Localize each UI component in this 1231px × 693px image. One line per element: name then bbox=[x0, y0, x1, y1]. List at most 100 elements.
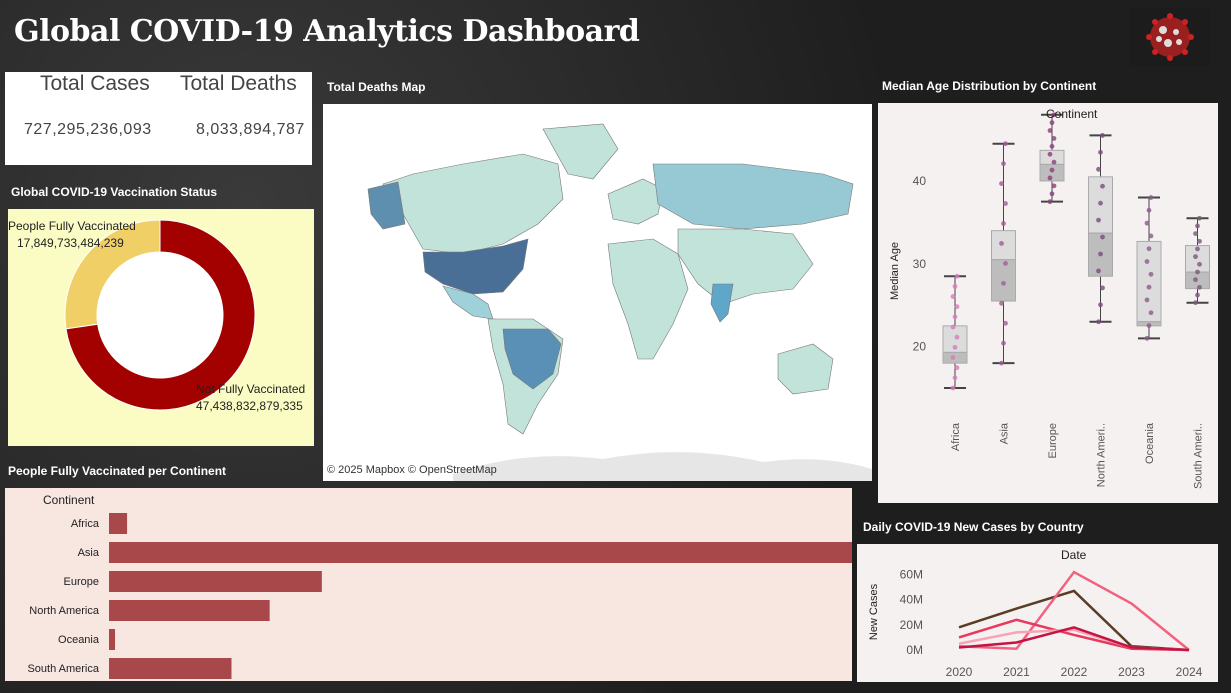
box-point bbox=[1001, 161, 1006, 166]
line-ytick: 40M bbox=[900, 593, 923, 607]
line-xtick: 2021 bbox=[1003, 665, 1030, 679]
box-point bbox=[1197, 262, 1202, 267]
vaccination-panel: People Fully Vaccinated 17,849,733,484,2… bbox=[8, 209, 314, 446]
box-point bbox=[1195, 293, 1200, 298]
map-region-australia bbox=[778, 344, 833, 394]
map-region-asia bbox=[678, 229, 813, 304]
box-point bbox=[1003, 141, 1008, 146]
box-point bbox=[955, 365, 960, 370]
world-map bbox=[323, 104, 872, 481]
box-ylabel: Median Age bbox=[889, 242, 901, 300]
box-point bbox=[999, 181, 1004, 186]
deaths-map[interactable]: © 2025 Mapbox © OpenStreetMap bbox=[323, 104, 872, 481]
box-point bbox=[953, 345, 958, 350]
box-point bbox=[1193, 277, 1198, 282]
box-point bbox=[1052, 183, 1057, 188]
box-point bbox=[1149, 234, 1154, 239]
box-point bbox=[955, 335, 960, 340]
map-title: Total Deaths Map bbox=[327, 80, 425, 94]
box-point bbox=[1145, 221, 1150, 226]
total-deaths-label: Total Deaths bbox=[180, 72, 297, 96]
box-point bbox=[1048, 199, 1053, 204]
line-series bbox=[959, 591, 1189, 650]
box-point bbox=[1195, 247, 1200, 252]
bar bbox=[109, 658, 231, 679]
box-xtick: Oceania bbox=[1144, 422, 1156, 464]
box-chart-title: Median Age Distribution by Continent bbox=[882, 79, 1096, 93]
line-ytick: 60M bbox=[900, 568, 923, 582]
box-point bbox=[951, 294, 956, 299]
box-point bbox=[1052, 136, 1057, 141]
box-point bbox=[1147, 285, 1152, 290]
box-point bbox=[1147, 246, 1152, 251]
box-point bbox=[1145, 336, 1150, 341]
total-deaths-value: 8,033,894,787 bbox=[196, 121, 305, 139]
box-point bbox=[999, 301, 1004, 306]
box-point bbox=[1195, 270, 1200, 275]
box-point bbox=[1098, 252, 1103, 257]
kpi-panel: Total Cases Total Deaths 727,295,236,093… bbox=[5, 72, 312, 165]
bar-label: Oceania bbox=[58, 634, 100, 646]
box-point bbox=[1001, 341, 1006, 346]
box-point bbox=[1197, 285, 1202, 290]
box-point bbox=[951, 325, 956, 330]
box-point bbox=[951, 355, 956, 360]
box-point bbox=[1147, 323, 1152, 328]
line-chart-title: Daily COVID-19 New Cases by Country bbox=[863, 520, 1084, 534]
box-point bbox=[1193, 254, 1198, 259]
box-point bbox=[953, 284, 958, 289]
line-chart-header: Date bbox=[1061, 548, 1086, 562]
box-point bbox=[1145, 259, 1150, 264]
box-xtick: South Ameri.. bbox=[1193, 423, 1205, 489]
box-point bbox=[1193, 231, 1198, 236]
map-region-africa bbox=[608, 239, 688, 359]
line-xtick: 2020 bbox=[946, 665, 973, 679]
box-point bbox=[999, 241, 1004, 246]
box-point bbox=[1195, 224, 1200, 229]
map-attribution[interactable]: © 2025 Mapbox © OpenStreetMap bbox=[327, 464, 497, 476]
box-point bbox=[1048, 152, 1053, 157]
map-region-india bbox=[711, 284, 733, 322]
box-chart-header: Continent bbox=[1046, 107, 1097, 121]
box-xtick: Europe bbox=[1047, 423, 1059, 458]
line-ytick: 0M bbox=[906, 643, 923, 657]
full-vaccinated-value: 17,849,733,484,239 bbox=[17, 236, 124, 250]
box-point bbox=[1197, 216, 1202, 221]
not-vaccinated-value: 47,438,832,879,335 bbox=[196, 399, 303, 413]
box-upper bbox=[992, 231, 1016, 260]
box-xtick: Asia bbox=[999, 422, 1011, 444]
donut-hole bbox=[97, 252, 223, 378]
bar bbox=[109, 571, 322, 592]
daily-cases-chart: New Cases 0M 20M 40M 60M 2020 2021 2022 2023 2024 bbox=[857, 544, 1218, 682]
bar-chart-header: Continent bbox=[43, 493, 94, 507]
daily-cases-panel: New Cases 0M 20M 40M 60M 2020 2021 2022 2023 2024… bbox=[857, 544, 1218, 682]
box-point bbox=[1149, 195, 1154, 200]
box-point bbox=[953, 314, 958, 319]
line-ylabel: New Cases bbox=[868, 583, 880, 640]
map-region-russia bbox=[653, 164, 853, 229]
total-cases-value: 727,295,236,093 bbox=[24, 121, 152, 139]
line-xtick: 2024 bbox=[1176, 665, 1203, 679]
bar bbox=[109, 600, 270, 621]
line-xtick: 2022 bbox=[1061, 665, 1088, 679]
box-point bbox=[955, 304, 960, 309]
box-point bbox=[1048, 176, 1053, 181]
box-xtick: North Ameri.. bbox=[1096, 423, 1108, 487]
line-ytick: 20M bbox=[900, 618, 923, 632]
box-point bbox=[1147, 208, 1152, 213]
box-point bbox=[1050, 191, 1055, 196]
box-point bbox=[1096, 319, 1101, 324]
line-xtick: 2023 bbox=[1118, 665, 1145, 679]
vaccination-title: Global COVID-19 Vaccination Status bbox=[11, 185, 217, 199]
box-point bbox=[1149, 272, 1154, 277]
virus-icon bbox=[1130, 8, 1210, 66]
box-ytick: 20 bbox=[913, 340, 927, 354]
box-point bbox=[1048, 128, 1053, 133]
box-point bbox=[999, 361, 1004, 366]
box-point bbox=[1098, 302, 1103, 307]
line-series bbox=[959, 572, 1189, 650]
box-point bbox=[1098, 150, 1103, 155]
box-ytick: 40 bbox=[913, 174, 927, 188]
box-point bbox=[1100, 285, 1105, 290]
not-vaccinated-label: Not Fully Vaccinated bbox=[196, 382, 305, 396]
